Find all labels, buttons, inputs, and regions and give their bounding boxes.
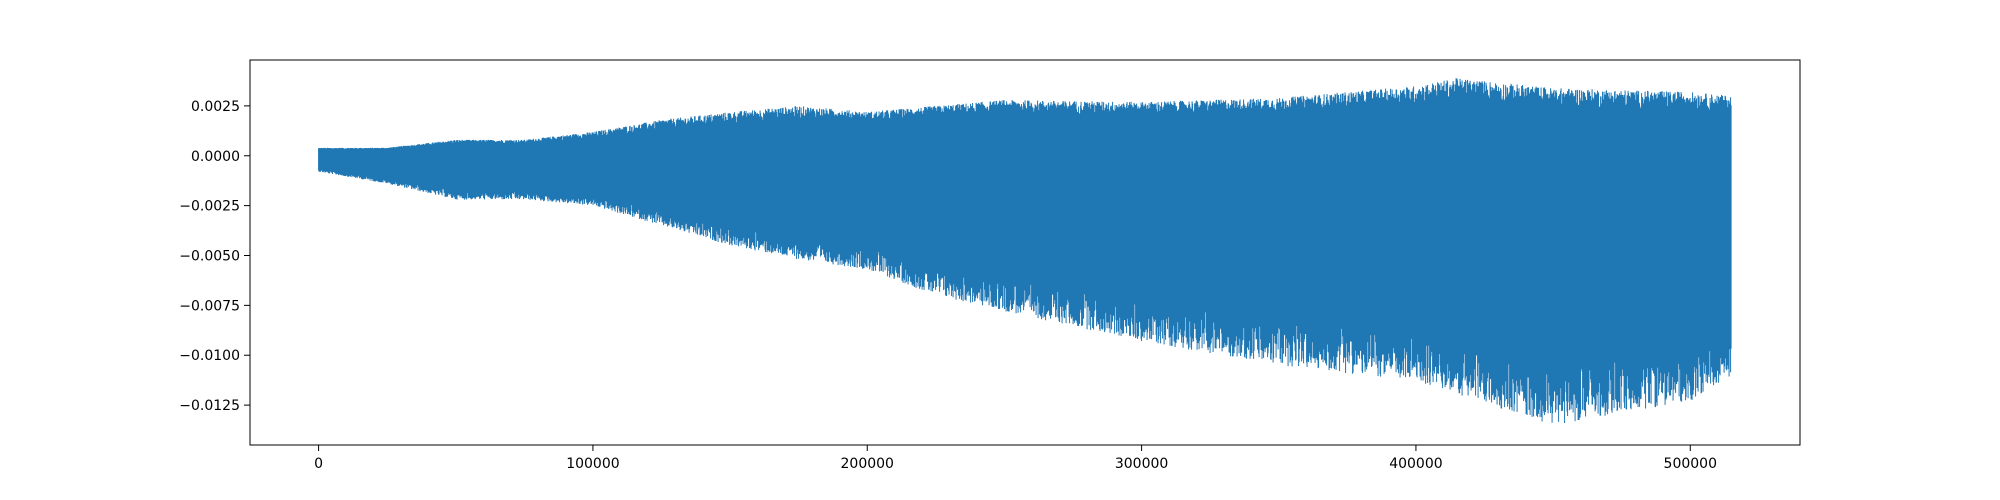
x-tick-label: 200000 (841, 456, 894, 472)
y-tick-label: −0.0050 (179, 248, 240, 264)
waveform-dense-band (318, 131, 1732, 276)
plot-layer (318, 78, 1732, 423)
x-axis: 0 100000 200000 300000 400000 500000 (314, 445, 1717, 472)
y-tick-label: −0.0025 (179, 199, 240, 215)
x-tick-label: 0 (314, 456, 323, 472)
y-tick-label: 0.0025 (191, 99, 240, 115)
x-tick-label: 500000 (1664, 456, 1717, 472)
y-axis: 0.0025 0.0000 −0.0025 −0.0050 −0.0075 −0.0100… (179, 99, 250, 414)
y-tick-label: 0.0000 (191, 149, 240, 165)
y-tick-label: −0.0100 (179, 348, 240, 364)
x-tick-label: 300000 (1115, 456, 1168, 472)
y-tick-label: −0.0125 (179, 398, 240, 414)
x-tick-label: 400000 (1389, 456, 1442, 472)
axes-frame (249, 59, 1801, 446)
x-tick-label: 100000 (566, 456, 619, 472)
y-tick-label: −0.0075 (179, 298, 240, 314)
